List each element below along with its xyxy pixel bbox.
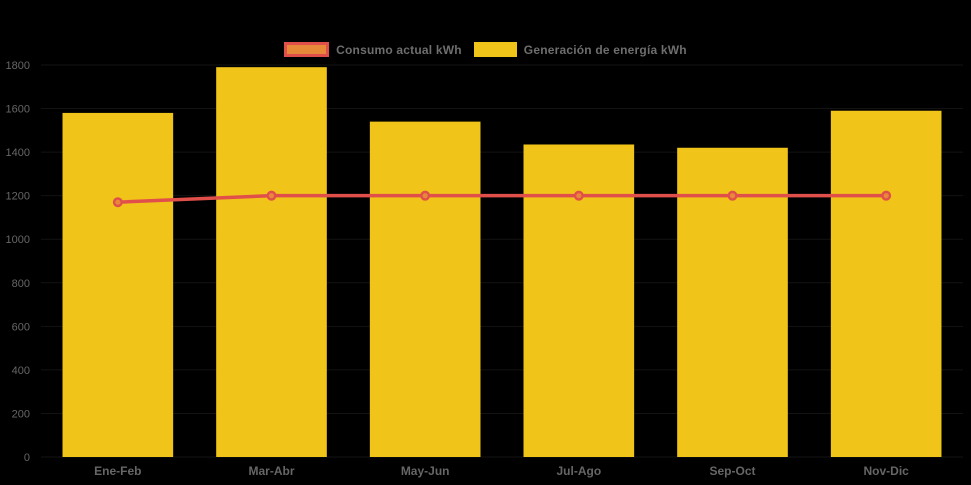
legend-swatch-line-series: [284, 42, 330, 57]
y-tick-label-1000: 1000: [6, 234, 30, 246]
x-tick-label-Sep-Oct: Sep-Oct: [709, 464, 755, 478]
gridlines: [41, 64, 963, 458]
line-point-Nov-Dic[interactable]: [881, 190, 892, 201]
line-point-May-Jun[interactable]: [420, 190, 431, 201]
y-tick-label-1600: 1600: [6, 104, 30, 116]
legend-swatch-bar-series: [473, 42, 517, 57]
x-tick-label-May-Jun: May-Jun: [401, 464, 450, 478]
y-tick-label-600: 600: [12, 321, 30, 333]
legend-item-consumo-actual[interactable]: Consumo actual kWh: [284, 42, 462, 57]
bar-Mar-Abr[interactable]: [216, 67, 327, 457]
x-axis-labels: Ene-Feb Mar-Abr May-Jun Jul-Ago Sep-Oct Nov-D…: [94, 464, 909, 478]
bar-Nov-Dic[interactable]: [830, 110, 942, 457]
y-tick-label-0: 0: [24, 452, 30, 464]
y-tick-label-1800: 1800: [6, 60, 30, 72]
line-series: [112, 190, 892, 208]
legend-item-generacion-energia[interactable]: Generación de energía kWh: [473, 42, 687, 57]
line-point-Sep-Oct[interactable]: [727, 190, 738, 201]
y-tick-label-1400: 1400: [6, 147, 30, 159]
x-tick-label-Mar-Abr: Mar-Abr: [248, 464, 294, 478]
y-tick-label-400: 400: [12, 365, 30, 377]
bar-Ene-Feb[interactable]: [62, 112, 174, 458]
line-path: [116, 193, 888, 204]
legend-label-generacion-energia: Generación de energía kWh: [523, 42, 687, 57]
legend: Consumo actual kWh Generación de energía…: [0, 42, 971, 57]
x-tick-label-Ene-Feb: Ene-Feb: [94, 464, 141, 478]
x-tick-label-Jul-Ago: Jul-Ago: [556, 464, 601, 478]
legend-label-consumo-actual: Consumo actual kWh: [336, 42, 462, 57]
y-tick-label-1200: 1200: [6, 191, 30, 203]
y-tick-label-200: 200: [12, 408, 30, 420]
y-axis-labels: 0 200 400 600 800 1000 1200 1400 1600 1800: [6, 60, 30, 464]
line-point-Jul-Ago[interactable]: [573, 190, 584, 201]
bar-series: [62, 67, 942, 458]
y-tick-label-800: 800: [12, 278, 30, 290]
bar-May-Jun[interactable]: [369, 121, 481, 457]
x-tick-label-Nov-Dic: Nov-Dic: [863, 464, 909, 478]
line-point-Mar-Abr[interactable]: [266, 190, 277, 201]
line-point-Ene-Feb[interactable]: [112, 197, 123, 208]
